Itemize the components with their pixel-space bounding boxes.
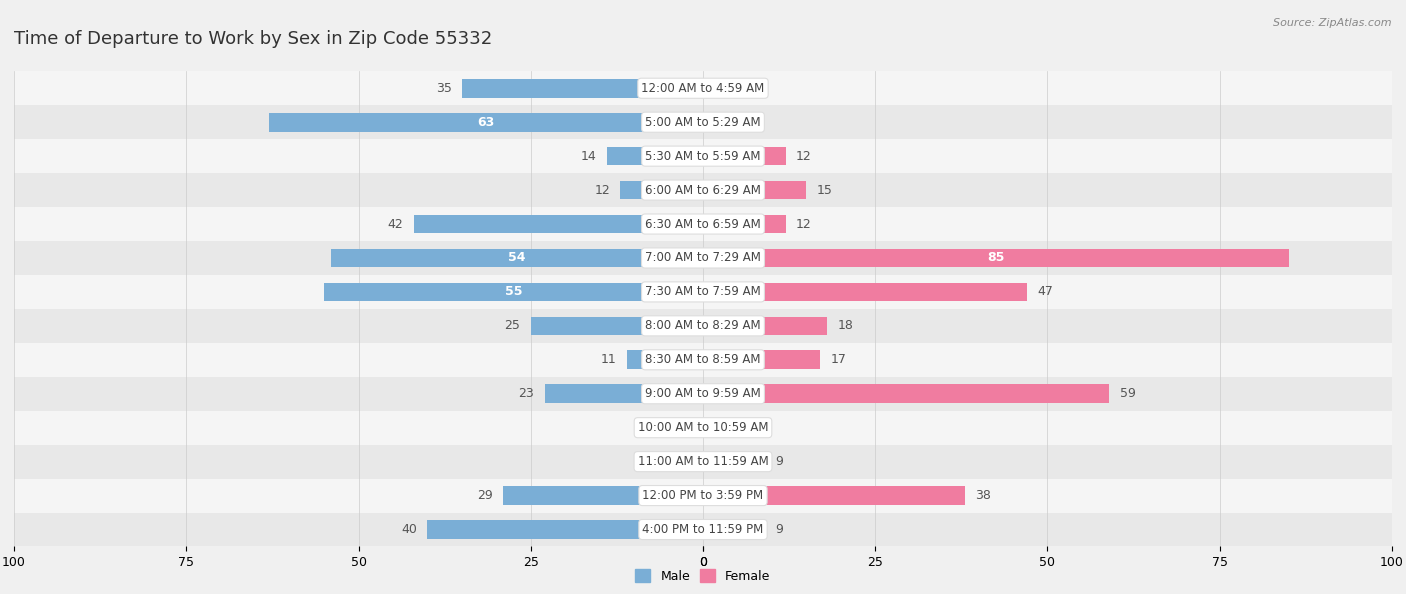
Text: 0: 0 — [685, 455, 693, 468]
Text: 47: 47 — [1038, 285, 1053, 298]
Text: 8:30 AM to 8:59 AM: 8:30 AM to 8:59 AM — [645, 353, 761, 366]
Text: 29: 29 — [477, 489, 494, 502]
Text: 38: 38 — [976, 489, 991, 502]
Bar — [703, 214, 786, 233]
Bar — [703, 445, 1392, 479]
Bar — [703, 181, 807, 200]
Bar — [503, 486, 703, 505]
Bar — [703, 79, 744, 97]
Bar — [269, 113, 703, 131]
Bar — [703, 410, 1392, 445]
Text: 25: 25 — [505, 320, 520, 333]
Text: 7:00 AM to 7:29 AM: 7:00 AM to 7:29 AM — [645, 251, 761, 264]
Text: 35: 35 — [436, 82, 451, 95]
Text: 63: 63 — [478, 116, 495, 129]
Text: 12:00 AM to 4:59 AM: 12:00 AM to 4:59 AM — [641, 82, 765, 95]
Bar — [703, 139, 1392, 173]
Bar — [703, 249, 1289, 267]
Text: 15: 15 — [817, 184, 832, 197]
Bar — [14, 241, 703, 275]
Bar — [703, 343, 1392, 377]
Bar — [703, 71, 1392, 105]
Legend: Male, Female: Male, Female — [630, 564, 776, 587]
Text: 40: 40 — [401, 523, 418, 536]
Bar — [703, 452, 765, 471]
Bar — [14, 445, 703, 479]
Bar — [703, 486, 965, 505]
Bar — [703, 520, 765, 539]
Bar — [703, 241, 1392, 275]
Bar — [14, 207, 703, 241]
Bar — [703, 275, 1392, 309]
Bar — [703, 377, 1392, 410]
Bar — [703, 479, 1392, 513]
Bar — [703, 283, 1026, 301]
Text: Time of Departure to Work by Sex in Zip Code 55332: Time of Departure to Work by Sex in Zip … — [14, 30, 492, 48]
Bar — [14, 479, 703, 513]
Bar — [703, 350, 820, 369]
Text: 17: 17 — [831, 353, 846, 366]
Bar — [627, 350, 703, 369]
Text: 0: 0 — [713, 116, 721, 129]
Text: 9: 9 — [775, 455, 783, 468]
Bar — [14, 377, 703, 410]
Text: 85: 85 — [987, 251, 1004, 264]
Text: 5:00 AM to 5:29 AM: 5:00 AM to 5:29 AM — [645, 116, 761, 129]
Text: 11: 11 — [602, 353, 617, 366]
Text: 11:00 AM to 11:59 AM: 11:00 AM to 11:59 AM — [638, 455, 768, 468]
Bar — [703, 384, 1109, 403]
Bar — [703, 309, 1392, 343]
Text: 8:00 AM to 8:29 AM: 8:00 AM to 8:29 AM — [645, 320, 761, 333]
Bar — [620, 181, 703, 200]
Text: 5:30 AM to 5:59 AM: 5:30 AM to 5:59 AM — [645, 150, 761, 163]
Text: 23: 23 — [519, 387, 534, 400]
Text: 10:00 AM to 10:59 AM: 10:00 AM to 10:59 AM — [638, 421, 768, 434]
Bar — [14, 513, 703, 546]
Bar — [703, 317, 827, 335]
Text: 54: 54 — [508, 251, 526, 264]
Bar — [14, 105, 703, 139]
Bar — [703, 105, 1392, 139]
Text: 12: 12 — [796, 150, 811, 163]
Bar — [427, 520, 703, 539]
Bar — [330, 249, 703, 267]
Bar — [703, 418, 710, 437]
Text: 6: 6 — [755, 82, 762, 95]
Text: 6:30 AM to 6:59 AM: 6:30 AM to 6:59 AM — [645, 217, 761, 230]
Bar — [703, 147, 786, 166]
Text: 4:00 PM to 11:59 PM: 4:00 PM to 11:59 PM — [643, 523, 763, 536]
Bar — [14, 275, 703, 309]
Text: 9: 9 — [775, 523, 783, 536]
Text: 12: 12 — [595, 184, 610, 197]
Bar — [461, 79, 703, 97]
Bar — [14, 410, 703, 445]
Bar — [606, 147, 703, 166]
Bar — [703, 173, 1392, 207]
Text: 59: 59 — [1119, 387, 1136, 400]
Text: 12:00 PM to 3:59 PM: 12:00 PM to 3:59 PM — [643, 489, 763, 502]
Bar — [14, 343, 703, 377]
Text: 42: 42 — [388, 217, 404, 230]
Text: 6:00 AM to 6:29 AM: 6:00 AM to 6:29 AM — [645, 184, 761, 197]
Text: 1: 1 — [720, 421, 728, 434]
Text: 18: 18 — [838, 320, 853, 333]
Bar — [323, 283, 703, 301]
Text: 14: 14 — [581, 150, 596, 163]
Bar — [703, 207, 1392, 241]
Bar — [531, 317, 703, 335]
Text: Source: ZipAtlas.com: Source: ZipAtlas.com — [1274, 18, 1392, 28]
Bar — [544, 384, 703, 403]
Bar — [413, 214, 703, 233]
Text: 0: 0 — [685, 421, 693, 434]
Text: 55: 55 — [505, 285, 522, 298]
Bar — [703, 513, 1392, 546]
Bar — [14, 173, 703, 207]
Text: 9:00 AM to 9:59 AM: 9:00 AM to 9:59 AM — [645, 387, 761, 400]
Bar — [14, 71, 703, 105]
Text: 12: 12 — [796, 217, 811, 230]
Bar — [14, 309, 703, 343]
Text: 7:30 AM to 7:59 AM: 7:30 AM to 7:59 AM — [645, 285, 761, 298]
Bar — [14, 139, 703, 173]
